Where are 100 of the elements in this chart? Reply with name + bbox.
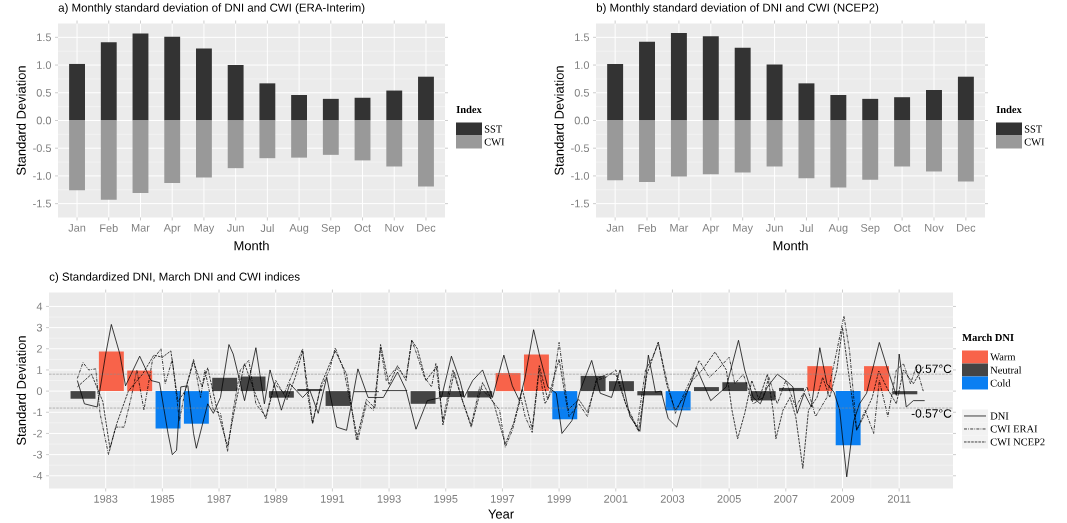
bar	[164, 36, 181, 121]
x-tick-label: May	[194, 223, 215, 234]
x-axis-title: Month	[773, 240, 808, 251]
y-tick-label: 1.0	[37, 60, 52, 69]
legend-label: Neutral	[990, 366, 1022, 374]
y-tick-label: -2	[33, 429, 42, 438]
bar	[798, 120, 815, 178]
x-tick-label: 1993	[377, 494, 401, 503]
bar	[639, 120, 655, 182]
x-tick-label: Feb	[100, 223, 118, 232]
bar	[798, 83, 815, 121]
legend-label: Warm	[990, 353, 1016, 361]
legend-title: March DNI	[962, 333, 1014, 341]
bar	[418, 76, 434, 121]
legend-label: CWI ERAI	[990, 425, 1038, 433]
bar	[957, 76, 974, 121]
x-tick-label: Feb	[638, 223, 656, 232]
y-tick-label: -1.0	[571, 171, 590, 180]
bar	[830, 120, 847, 188]
x-tick-label: May	[733, 223, 754, 234]
y-axis-title: Standard Deviation	[16, 66, 26, 175]
x-axis-title: Month	[234, 240, 269, 251]
x-tick-label: Jul	[799, 223, 813, 232]
x-tick-label: Aug	[289, 223, 309, 234]
y-tick-label: 0.0	[574, 116, 590, 125]
x-tick-label: 2003	[660, 494, 685, 503]
x-tick-label: 1983	[94, 494, 118, 503]
x-tick-label: 1999	[547, 494, 571, 503]
bar	[259, 83, 276, 121]
bar	[734, 47, 751, 121]
chart-title: b) Monthly standard deviation of DNI and CWI (NCEP2)	[596, 3, 879, 14]
y-tick-label: 1.0	[575, 60, 590, 69]
x-tick-label: Mar	[131, 223, 150, 232]
bar	[702, 120, 719, 175]
bar	[607, 63, 624, 121]
bar	[766, 64, 783, 121]
x-tick-label: Sep	[860, 223, 880, 234]
bar	[100, 42, 117, 121]
x-tick-label: 1989	[264, 494, 288, 503]
legend-title: Index	[996, 105, 1022, 113]
bar	[291, 94, 308, 121]
x-tick-label: Aug	[828, 223, 848, 234]
chart-title: c) Standardized DNI, March DNI and CWI indices	[49, 272, 300, 283]
bar	[69, 63, 85, 121]
x-tick-label: Apr	[163, 223, 181, 234]
legend-label: SST	[1024, 125, 1043, 133]
y-tick-label: -1.5	[33, 199, 52, 208]
y-axis-title: Standard Deviation	[554, 66, 564, 175]
bar	[957, 120, 974, 182]
y-tick-label: 0.5	[36, 88, 52, 97]
bar	[639, 41, 655, 121]
bar	[926, 89, 942, 121]
bar	[196, 48, 212, 121]
bar	[386, 120, 403, 167]
bar	[830, 94, 847, 121]
bar	[386, 90, 403, 121]
bar	[418, 120, 434, 187]
x-tick-label: Jul	[260, 223, 274, 232]
bar	[702, 36, 719, 121]
y-tick-label: 0.0	[36, 116, 52, 125]
y-tick-label: 1.5	[37, 33, 52, 41]
x-tick-label: Jun	[765, 223, 783, 232]
bar	[607, 120, 624, 181]
x-axis-title: Year	[488, 509, 514, 519]
y-tick-label: 0.5	[574, 88, 590, 97]
y-tick-label: 1	[37, 365, 42, 374]
bar	[862, 120, 879, 180]
x-tick-label: Nov	[925, 223, 944, 232]
bar	[670, 32, 687, 121]
x-tick-label: 2009	[830, 494, 855, 503]
y-tick-label: 3	[36, 323, 43, 332]
x-tick-label: 2001	[604, 494, 628, 503]
x-tick-label: Nov	[385, 223, 404, 232]
bar	[894, 96, 911, 121]
x-tick-label: 1991	[321, 494, 345, 503]
bar	[291, 120, 308, 158]
y-tick-label: 1.5	[575, 33, 590, 41]
bar	[132, 33, 149, 121]
legend-label: Cold	[990, 379, 1011, 387]
y-tick-label: -1	[33, 408, 42, 416]
x-tick-label: Jan	[68, 223, 86, 232]
x-tick-label: Jun	[226, 223, 244, 232]
bar	[196, 120, 212, 178]
bar	[227, 64, 244, 121]
x-tick-label: Mar	[670, 223, 689, 232]
x-tick-label: Jan	[606, 223, 624, 232]
y-tick-label: -0.5	[571, 144, 590, 152]
bar	[354, 120, 371, 161]
x-tick-label: Oct	[894, 223, 911, 232]
ref-line-label: 0.57°C	[915, 364, 952, 373]
x-tick-label: Oct	[354, 223, 371, 232]
y-axis-title: Standard Deviation	[16, 336, 26, 445]
legend-label: DNI	[990, 412, 1009, 420]
bar	[734, 120, 751, 173]
bar	[69, 120, 85, 191]
bar	[322, 98, 339, 121]
legend-label: CWI	[484, 138, 505, 146]
x-tick-label: 1985	[151, 494, 175, 503]
bar	[694, 386, 719, 391]
y-tick-label: -1.0	[33, 171, 52, 180]
